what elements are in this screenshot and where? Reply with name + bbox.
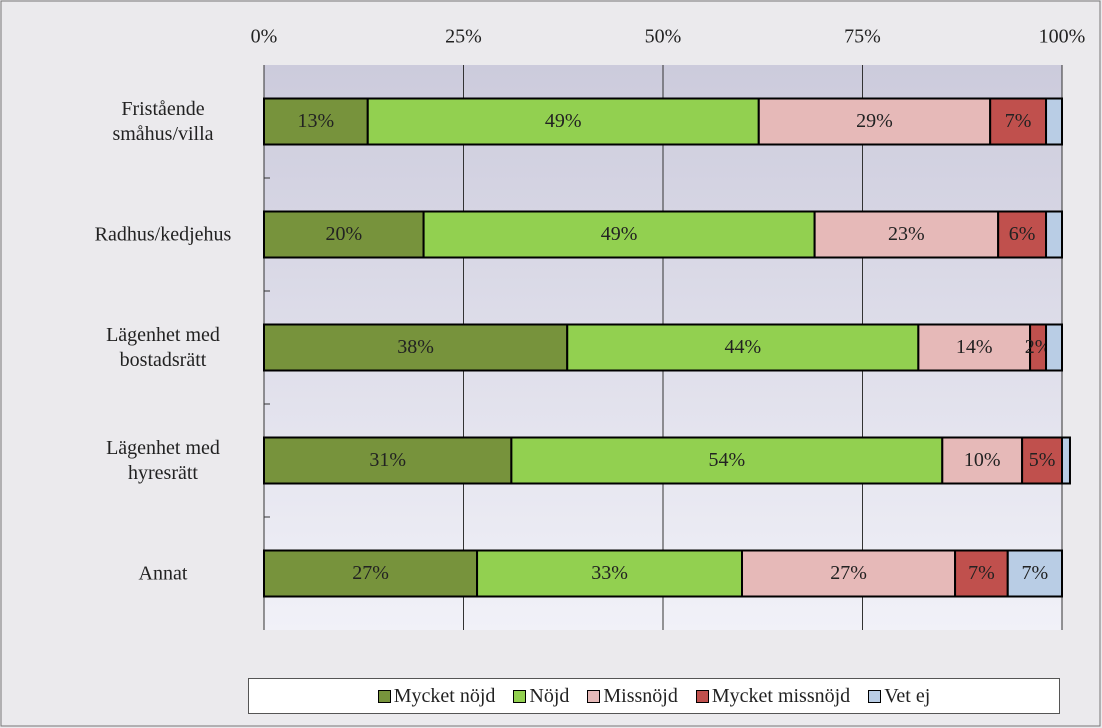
y-tick-label: Lägenhet med hyresrätt — [106, 436, 220, 484]
legend-label: Mycket missnöjd — [711, 684, 851, 707]
legend-swatch — [868, 689, 882, 703]
legend-label: Nöjd — [529, 684, 570, 707]
legend-item: Vet ej — [868, 685, 930, 708]
data-label: 7% — [1005, 110, 1032, 132]
bar-segment — [1061, 436, 1071, 485]
bar-segment — [263, 436, 513, 485]
legend-swatch — [695, 689, 709, 703]
data-label: 27% — [352, 562, 389, 584]
legend-item: Mycket nöjd — [377, 684, 496, 708]
y-tick-label: Annat — [138, 562, 188, 584]
data-label: 38% — [397, 336, 434, 358]
bar-segment — [917, 323, 1032, 372]
data-label: 6% — [1009, 223, 1036, 245]
bar-segment — [263, 323, 569, 372]
data-label: 54% — [709, 449, 746, 471]
x-tick-label: 75% — [844, 26, 881, 48]
bar-segment — [941, 436, 1024, 485]
bar-segment — [1021, 436, 1063, 485]
legend-label: Missnöjd — [603, 684, 678, 707]
legend-swatch — [377, 689, 391, 703]
data-label: 23% — [888, 223, 925, 245]
y-tick-label: Radhus/kedjehus — [94, 223, 232, 245]
legend-item: Missnöjd — [587, 684, 678, 708]
data-label: 7% — [1022, 562, 1049, 584]
legend-label: Vet ej — [884, 684, 931, 707]
data-label: 49% — [545, 110, 582, 132]
data-label: 29% — [856, 110, 893, 132]
data-label: 33% — [591, 562, 628, 584]
bar-segment — [1006, 549, 1064, 598]
bar-segment — [1045, 97, 1064, 146]
y-tick-label: Fristående småhus/villa — [112, 97, 214, 145]
bar-segment — [1045, 210, 1064, 259]
x-tick-label: 25% — [445, 26, 482, 48]
legend-item: Mycket missnöjd — [695, 684, 851, 708]
legend-swatch — [587, 689, 601, 703]
bar-segment — [1045, 323, 1064, 372]
legend-item: Nöjd — [513, 685, 569, 708]
data-label: 10% — [964, 449, 1001, 471]
bar-segment — [263, 210, 425, 259]
data-label: 44% — [724, 336, 761, 358]
bar-segment — [757, 97, 992, 146]
data-label: 31% — [369, 449, 406, 471]
bar-segment — [366, 97, 760, 146]
bar-segment — [263, 97, 369, 146]
data-label: 20% — [325, 223, 362, 245]
data-label: 27% — [830, 562, 867, 584]
data-label: 5% — [1029, 449, 1056, 471]
data-label: 49% — [601, 223, 638, 245]
x-tick-label: 0% — [251, 26, 278, 48]
data-label: 14% — [956, 336, 993, 358]
data-label: 2% — [1025, 336, 1052, 358]
data-label: 13% — [298, 110, 335, 132]
data-label: 7% — [968, 562, 995, 584]
legend-swatch — [513, 689, 527, 703]
bar-segment — [989, 97, 1048, 146]
bar-segment — [813, 210, 1000, 259]
x-tick-label: 100% — [1039, 26, 1086, 48]
legend-label: Mycket nöjd — [393, 684, 496, 707]
y-tick-label: Lägenhet med bostadsrätt — [106, 323, 220, 371]
x-tick-label: 50% — [645, 26, 682, 48]
legend: Mycket nöjd Nöjd Missnöjd Mycket missnöjd Ve… — [248, 678, 1060, 714]
